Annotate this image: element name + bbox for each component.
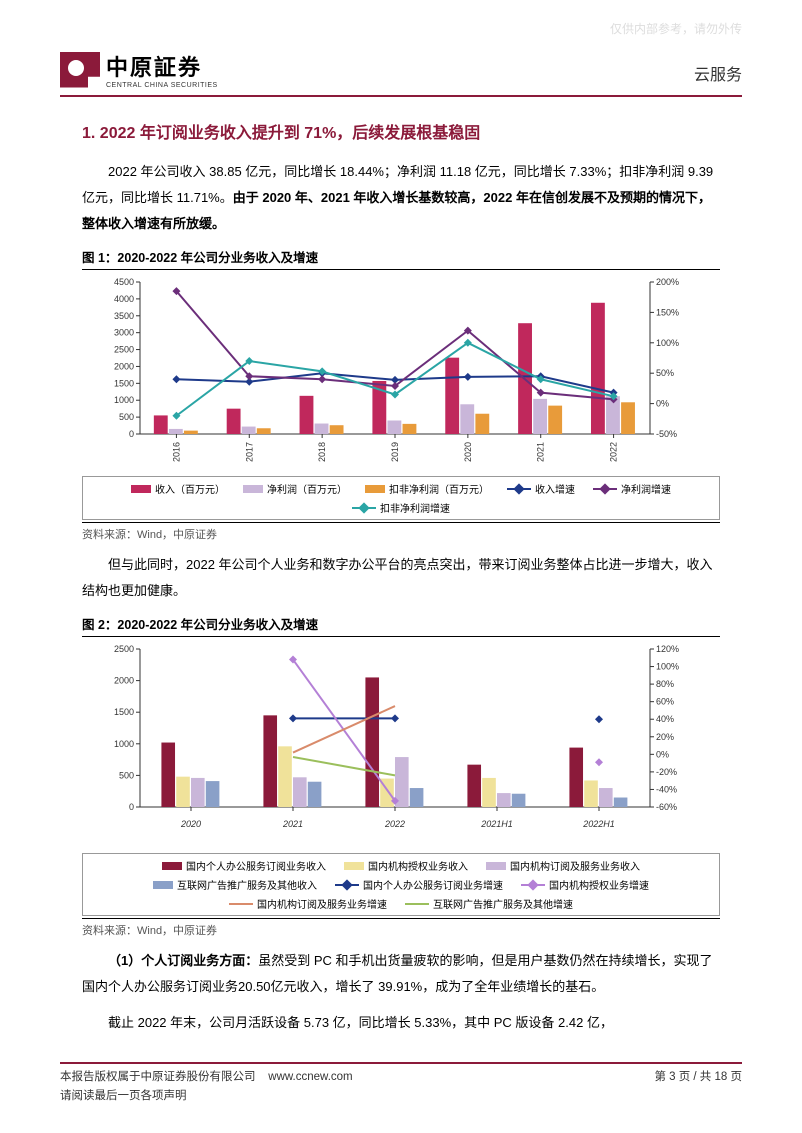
svg-text:1000: 1000 bbox=[114, 739, 134, 749]
page-content: 中原証券 CENTRAL CHINA SECURITIES 云服务 1. 202… bbox=[0, 0, 802, 1086]
logo-block: 中原証券 CENTRAL CHINA SECURITIES bbox=[60, 50, 218, 89]
svg-text:-50%: -50% bbox=[656, 429, 677, 439]
paragraph-2: 但与此同时，2022 年公司个人业务和数字办公平台的亮点突出，带来订阅业务整体占… bbox=[82, 552, 720, 604]
svg-text:1000: 1000 bbox=[114, 395, 134, 405]
svg-text:80%: 80% bbox=[656, 679, 674, 689]
fig2-title: 图 2：2020-2022 年公司分业务收入及增速 bbox=[82, 614, 720, 637]
svg-text:1500: 1500 bbox=[114, 707, 134, 717]
svg-text:0: 0 bbox=[129, 802, 134, 812]
svg-text:4000: 4000 bbox=[114, 294, 134, 304]
svg-text:-40%: -40% bbox=[656, 784, 677, 794]
logo-text-cn: 中原証券 bbox=[106, 50, 218, 82]
svg-text:2000: 2000 bbox=[114, 676, 134, 686]
fig1-source: 资料来源：Wind，中原证券 bbox=[82, 522, 720, 542]
logo-icon bbox=[60, 52, 100, 88]
svg-text:20%: 20% bbox=[656, 732, 674, 742]
svg-text:2500: 2500 bbox=[114, 644, 134, 654]
fig1-title: 图 1：2020-2022 年公司分业务收入及增速 bbox=[82, 247, 720, 270]
svg-text:50%: 50% bbox=[656, 368, 674, 378]
fig2-source: 资料来源：Wind，中原证券 bbox=[82, 918, 720, 938]
svg-text:2022: 2022 bbox=[609, 442, 619, 462]
svg-text:3500: 3500 bbox=[114, 311, 134, 321]
footer-copyright: 本报告版权属于中原证券股份有限公司 bbox=[60, 1071, 256, 1083]
svg-text:2017: 2017 bbox=[244, 442, 254, 462]
svg-text:0%: 0% bbox=[656, 399, 669, 409]
svg-text:100%: 100% bbox=[656, 662, 679, 672]
section-title: 1. 2022 年订阅业务收入提升到 71%，后续发展根基稳固 bbox=[82, 119, 742, 143]
fig2-legend: 国内个人办公服务订阅业务收入国内机构授权业务收入国内机构订阅及服务业务收入互联网… bbox=[82, 853, 720, 916]
svg-text:0%: 0% bbox=[656, 749, 669, 759]
svg-text:0: 0 bbox=[129, 429, 134, 439]
svg-text:-20%: -20% bbox=[656, 767, 677, 777]
svg-text:2018: 2018 bbox=[317, 442, 327, 462]
svg-text:4500: 4500 bbox=[114, 277, 134, 287]
svg-text:3000: 3000 bbox=[114, 328, 134, 338]
footer-disclaimer: 请阅读最后一页各项声明 bbox=[60, 1090, 187, 1102]
fig2-chart: 0 500 1000 1500 2000 2500 -60% -40% -20% 0% 20% 40%… bbox=[82, 641, 720, 916]
svg-text:500: 500 bbox=[119, 412, 134, 422]
paragraph-4: 截止 2022 年末，公司月活跃设备 5.73 亿，同比增长 5.33%，其中 … bbox=[82, 1010, 720, 1036]
fig1-legend: 收入（百万元）净利润（百万元）扣非净利润（百万元）收入增速净利润增速扣非净利润增… bbox=[82, 476, 720, 520]
svg-text:2021H1: 2021H1 bbox=[480, 819, 513, 829]
fig1-chart: 0 500 1000 1500 2000 2500 3000 3500 4000 4500 -50%… bbox=[82, 274, 720, 520]
svg-text:100%: 100% bbox=[656, 338, 679, 348]
footer-pagenum: 第 3 页 / 共 18 页 bbox=[654, 1068, 742, 1105]
svg-text:2022: 2022 bbox=[384, 819, 405, 829]
svg-text:200%: 200% bbox=[656, 277, 679, 287]
svg-text:500: 500 bbox=[119, 770, 134, 780]
paragraph-3: （1）个人订阅业务方面：虽然受到 PC 和手机出货量疲软的影响，但是用户基数仍然… bbox=[82, 948, 720, 1000]
svg-text:2022H1: 2022H1 bbox=[582, 819, 615, 829]
svg-text:2016: 2016 bbox=[171, 442, 181, 462]
para3-lead: （1）个人订阅业务方面： bbox=[108, 953, 258, 968]
svg-text:2021: 2021 bbox=[282, 819, 303, 829]
svg-text:2500: 2500 bbox=[114, 345, 134, 355]
footer-url: www.ccnew.com bbox=[268, 1071, 352, 1083]
svg-text:2019: 2019 bbox=[390, 442, 400, 462]
paragraph-1: 2022 年公司收入 38.85 亿元，同比增长 18.44%；净利润 11.1… bbox=[82, 159, 720, 237]
header-category: 云服务 bbox=[694, 61, 742, 85]
svg-text:150%: 150% bbox=[656, 307, 679, 317]
svg-text:40%: 40% bbox=[656, 714, 674, 724]
svg-text:2020: 2020 bbox=[180, 819, 201, 829]
svg-text:2020: 2020 bbox=[463, 442, 473, 462]
svg-text:-60%: -60% bbox=[656, 802, 677, 812]
watermark-text: 仅供内部参考，请勿外传 bbox=[610, 20, 742, 37]
logo-text-en: CENTRAL CHINA SECURITIES bbox=[106, 82, 218, 89]
page-footer: 本报告版权属于中原证券股份有限公司 www.ccnew.com 请阅读最后一页各… bbox=[60, 1062, 742, 1105]
svg-text:60%: 60% bbox=[656, 697, 674, 707]
svg-text:2021: 2021 bbox=[536, 442, 546, 462]
page-header: 中原証券 CENTRAL CHINA SECURITIES 云服务 bbox=[60, 50, 742, 97]
svg-text:2000: 2000 bbox=[114, 361, 134, 371]
svg-text:1500: 1500 bbox=[114, 378, 134, 388]
svg-text:120%: 120% bbox=[656, 644, 679, 654]
